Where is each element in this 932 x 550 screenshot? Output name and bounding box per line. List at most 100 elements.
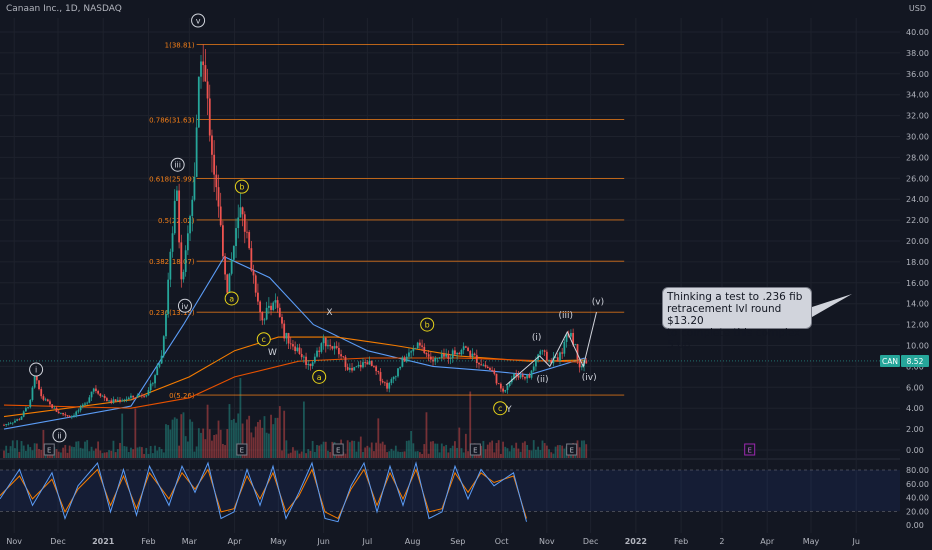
candle-body [77,410,80,412]
volume-bar [206,404,209,458]
annotation-callout[interactable]: Thinking a test to .236 fib retracement … [662,287,812,351]
wave-label-circle [234,179,249,194]
candle-body [66,415,69,417]
candle-body [167,279,170,314]
candle-body [243,214,246,232]
candle-body [416,342,419,349]
candle-body [200,61,202,77]
candle-body [484,364,487,367]
candle-body [333,346,336,349]
candle-body [60,412,62,414]
candle-body [97,391,100,394]
candle-body [539,351,542,355]
volume-bar [410,430,413,458]
candle-body [180,242,183,280]
volume-bar [309,450,312,458]
candle-body [530,370,533,378]
volume-bar [3,450,5,458]
volume-bar [351,440,353,458]
volume-bar [254,426,257,458]
volume-bar [545,445,548,458]
volume-bar [160,449,163,458]
candle-body [572,332,575,346]
volume-bar [24,450,27,458]
wave-label: a [229,294,234,303]
volume-bar [149,446,152,458]
candle-body [141,395,143,397]
volume-bar [138,446,141,458]
candle-body [482,364,485,366]
candle-body [370,360,373,367]
candle-body [318,350,321,352]
volume-bar [467,451,469,458]
volume-bar [42,429,45,458]
candle-body [232,246,235,260]
candle-body [495,373,498,384]
volume-bar [132,449,135,458]
candle-body [70,416,73,418]
volume-bar [377,418,380,458]
volume-bar [204,439,207,458]
stochastic-band [0,470,900,512]
volume-bar [576,440,579,458]
candle-body [270,305,272,310]
candle-body [49,401,51,405]
candle-body [436,357,439,359]
candle-body [228,273,231,293]
candle-body [390,379,393,383]
candle-body [388,382,391,389]
volume-bar [95,448,97,458]
time-axis[interactable]: Nov Dec 2021 Feb Mar Apr May Jun Jul Aug Sep Oct Nov… [6,537,860,546]
candle-body [460,349,463,355]
candle-body [359,364,362,368]
candle-body [11,422,14,424]
volume-bar [364,447,367,458]
volume-bar [478,453,480,458]
candle-body [556,357,559,361]
candle-body [193,176,196,200]
candle-body [75,411,78,416]
volume-bar [86,440,89,458]
volume-bar [313,451,316,458]
candle-body [217,187,220,207]
volume-bar [261,427,264,458]
candle-body [302,356,305,358]
volume-bar [408,440,410,458]
earnings-marker [236,443,248,456]
fib-retracement[interactable]: 1(38.81) 0.786(31.63) 0.618(25.99) 0.5(22.0… [149,41,625,400]
volume-bar [195,446,198,458]
candle-body [322,337,325,344]
candle-body [454,350,456,355]
wave-label: i [35,366,37,375]
volume-bar [97,441,100,458]
candle-body [545,351,548,361]
volume-bar [451,445,454,458]
volume-bar [169,429,172,458]
candle-body [394,376,397,378]
y-tick-label: 26.00 [906,174,929,183]
candle-body [342,356,345,358]
volume-bar [136,447,139,458]
candle-body [162,336,165,356]
y-tick-label: 6.00 [906,383,924,392]
candle-body [62,412,65,415]
candle-body [423,346,426,353]
volume-bar [296,450,299,458]
price-axis[interactable]: 0.002.004.006.008.0010.0012.0014.0016.00… [0,28,929,455]
volume-bar [526,444,529,458]
candle-body [440,354,443,358]
candle-body [215,174,218,188]
volume-bar [324,441,327,458]
x-tick-label: Nov [6,537,22,546]
volume-bar [92,450,95,458]
volume-bar [101,453,104,458]
volume-bar [16,440,19,458]
candle-body [44,399,47,401]
candle-body [467,347,469,352]
y-tick-label: 2.00 [906,425,924,434]
candle-body [173,200,176,234]
candle-body [134,397,137,399]
candle-body [445,354,448,357]
